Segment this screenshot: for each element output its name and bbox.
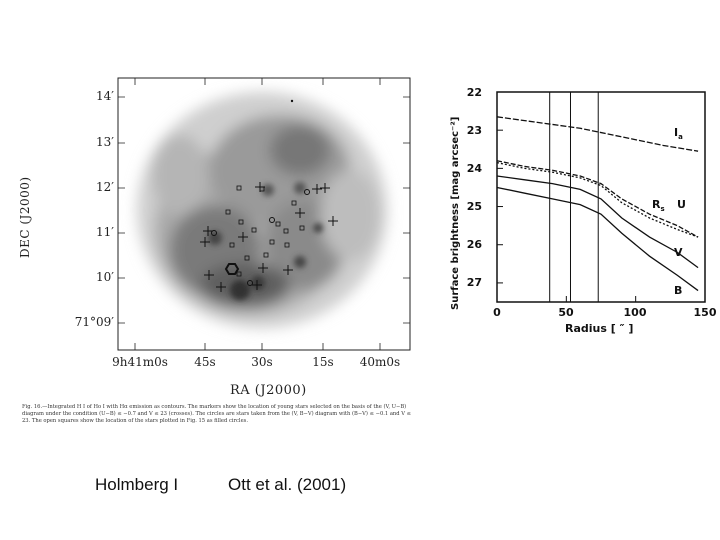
profile-line-R bbox=[496, 160, 699, 238]
sb-tick-23: 23 bbox=[466, 124, 482, 137]
profile-line-I bbox=[496, 116, 699, 152]
galaxy-name: Holmberg I bbox=[95, 475, 179, 494]
figure-caption: Fig. 16.—Integrated H I of Ho I with Hα … bbox=[22, 404, 411, 424]
series-label-B: B bbox=[674, 284, 683, 297]
dot-marker bbox=[290, 99, 294, 103]
radius-axis-label: Radius [ ″ ] bbox=[565, 322, 634, 335]
sb-tick-27: 27 bbox=[466, 276, 482, 289]
hex-marker bbox=[224, 263, 240, 275]
profile-line-V bbox=[496, 175, 699, 269]
dec-tick-12: 12′ bbox=[96, 180, 114, 194]
square-markers bbox=[225, 185, 305, 277]
dec-tick-10: 10′ bbox=[96, 270, 114, 284]
ra-tick-15s: 15s bbox=[312, 355, 334, 369]
radius-tick-150: 150 bbox=[693, 306, 717, 319]
hi-map-svg bbox=[117, 77, 411, 351]
profile-ticks bbox=[496, 91, 706, 302]
sb-tick-26: 26 bbox=[466, 238, 482, 251]
series-label-R: Rs bbox=[652, 198, 665, 214]
sb-tick-25: 25 bbox=[466, 200, 482, 213]
radius-tick-50: 50 bbox=[558, 306, 574, 319]
surface-brightness-axis-label: Surface brightness [mag arcsec⁻²] bbox=[450, 116, 461, 310]
hi-diffuse-emission bbox=[137, 92, 387, 328]
dec-tick-11: 11′ bbox=[96, 225, 114, 239]
profile-line-B bbox=[496, 186, 699, 292]
series-label-V: V bbox=[674, 246, 683, 259]
series-label-U: U bbox=[677, 198, 686, 211]
radius-tick-100: 100 bbox=[623, 306, 647, 319]
ra-tick-45s: 45s bbox=[194, 355, 216, 369]
profile-series bbox=[496, 116, 699, 292]
ra-tick-0s: 9h41m0s bbox=[112, 355, 168, 369]
ra-tick-30s: 30s bbox=[251, 355, 273, 369]
dec-tick-14: 14′ bbox=[96, 89, 114, 103]
series-label-I: Ia bbox=[674, 126, 683, 142]
ra-tick-40m: 40m0s bbox=[359, 355, 401, 369]
ra-axis-label: RA (J2000) bbox=[230, 383, 307, 398]
profile-line-U bbox=[496, 161, 699, 238]
frame-ticks bbox=[118, 78, 410, 350]
hi-map-figure: 14′ 13′ 12′ 11′ 10′ 71°09′ 9h41m0s 45s 3… bbox=[0, 0, 440, 440]
sb-tick-24: 24 bbox=[466, 162, 482, 175]
dec-tick-09: 71°09′ bbox=[74, 315, 114, 329]
dec-tick-13: 13′ bbox=[96, 135, 114, 149]
reference-citation: Ott et al. (2001) bbox=[228, 475, 347, 494]
circle-markers bbox=[211, 189, 310, 286]
profile-frame bbox=[496, 91, 706, 303]
sb-tick-22: 22 bbox=[466, 86, 482, 99]
profile-chart bbox=[496, 91, 706, 303]
radius-tick-0: 0 bbox=[493, 306, 501, 319]
